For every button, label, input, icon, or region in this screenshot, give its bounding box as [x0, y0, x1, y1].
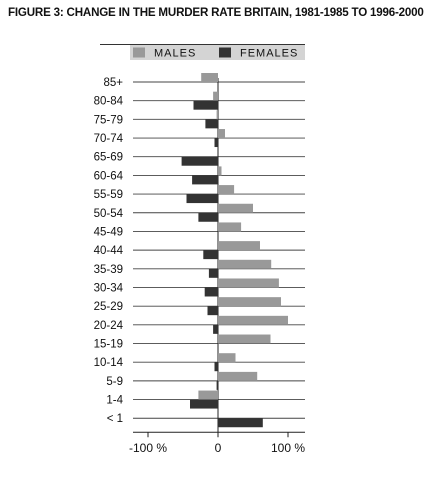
- y-tick-label: 20-24: [94, 320, 124, 332]
- y-tick-label: 65-69: [94, 152, 123, 164]
- y-tick-label: 60-64: [94, 170, 124, 182]
- legend-females-label: FEMALES: [240, 48, 298, 60]
- bar-females-5559: [186, 194, 218, 204]
- bar-males-3034: [218, 278, 279, 288]
- legend-females-swatch: [219, 47, 231, 58]
- y-tick-label: 75-79: [94, 114, 123, 126]
- bars: [181, 73, 288, 428]
- legend: MALES FEMALES: [130, 45, 305, 60]
- bar-females-7579: [205, 119, 218, 129]
- bar-males-5559: [218, 185, 235, 195]
- y-tick-label: 35-39: [94, 264, 123, 276]
- bar-females-3539: [208, 268, 218, 278]
- y-tick-label: 80-84: [94, 96, 124, 108]
- bar-females-59: [216, 380, 218, 390]
- x-tick-label: 0: [215, 441, 222, 455]
- y-tick-label: 70-74: [94, 133, 124, 145]
- bar-males-14: [198, 390, 218, 400]
- bar-females-2024: [213, 324, 218, 334]
- y-tick-label: 50-54: [94, 208, 124, 220]
- legend-males-label: MALES: [154, 48, 196, 60]
- bar-females-7074: [214, 138, 218, 148]
- bar-males-4549: [218, 222, 242, 232]
- bar-females-1: [218, 418, 263, 428]
- bar-males-85: [201, 73, 218, 82]
- y-tick-label: < 1: [107, 413, 123, 425]
- x-tick-label: 100 %: [271, 441, 305, 455]
- bar-males-59: [218, 371, 258, 381]
- y-tick-label: 10-14: [94, 357, 124, 369]
- bar-males-3539: [218, 259, 272, 269]
- x-tick-labels: -100 % 0 100 %: [129, 432, 305, 455]
- bar-males-7074: [218, 129, 225, 139]
- bar-males-2024: [218, 315, 288, 325]
- bar-males-1519: [218, 334, 271, 344]
- bar-females-14: [190, 399, 218, 409]
- bar-males-2529: [218, 297, 281, 307]
- legend-background: [130, 45, 305, 60]
- y-tick-label: 40-44: [94, 245, 124, 257]
- legend-males-swatch: [133, 47, 145, 58]
- bar-females-8084: [193, 100, 218, 110]
- y-tick-label: 1-4: [106, 395, 123, 407]
- y-tick-label: 15-19: [94, 339, 123, 351]
- bar-females-3034: [204, 287, 218, 297]
- chart-title: FIGURE 3: CHANGE IN THE MURDER RATE BRIT…: [8, 6, 424, 19]
- bar-females-1014: [214, 362, 218, 372]
- bar-females-6569: [181, 156, 218, 166]
- bar-females-2529: [207, 306, 218, 316]
- y-tick-label: 85+: [103, 77, 123, 89]
- y-tick-label: 30-34: [94, 282, 124, 294]
- bar-females-6064: [192, 175, 218, 185]
- y-tick-label: 5-9: [106, 376, 123, 388]
- bar-females-4044: [203, 250, 218, 260]
- bar-males-4044: [218, 241, 260, 251]
- bar-males-5054: [218, 203, 253, 213]
- bar-males-1014: [218, 353, 236, 363]
- y-tick-label: 45-49: [94, 226, 123, 238]
- y-tick-labels: 85+ 80-84 75-79 70-74 65-69 60-64 55-59 50-54 45…: [94, 77, 124, 425]
- y-tick-label: 25-29: [94, 301, 123, 313]
- x-tick-label: -100 %: [129, 441, 167, 455]
- bar-males-8084: [213, 91, 218, 101]
- bar-females-5054: [198, 212, 218, 222]
- y-tick-label: 55-59: [94, 189, 123, 201]
- bar-males-7579: [216, 110, 218, 120]
- bar-males-6064: [218, 166, 222, 176]
